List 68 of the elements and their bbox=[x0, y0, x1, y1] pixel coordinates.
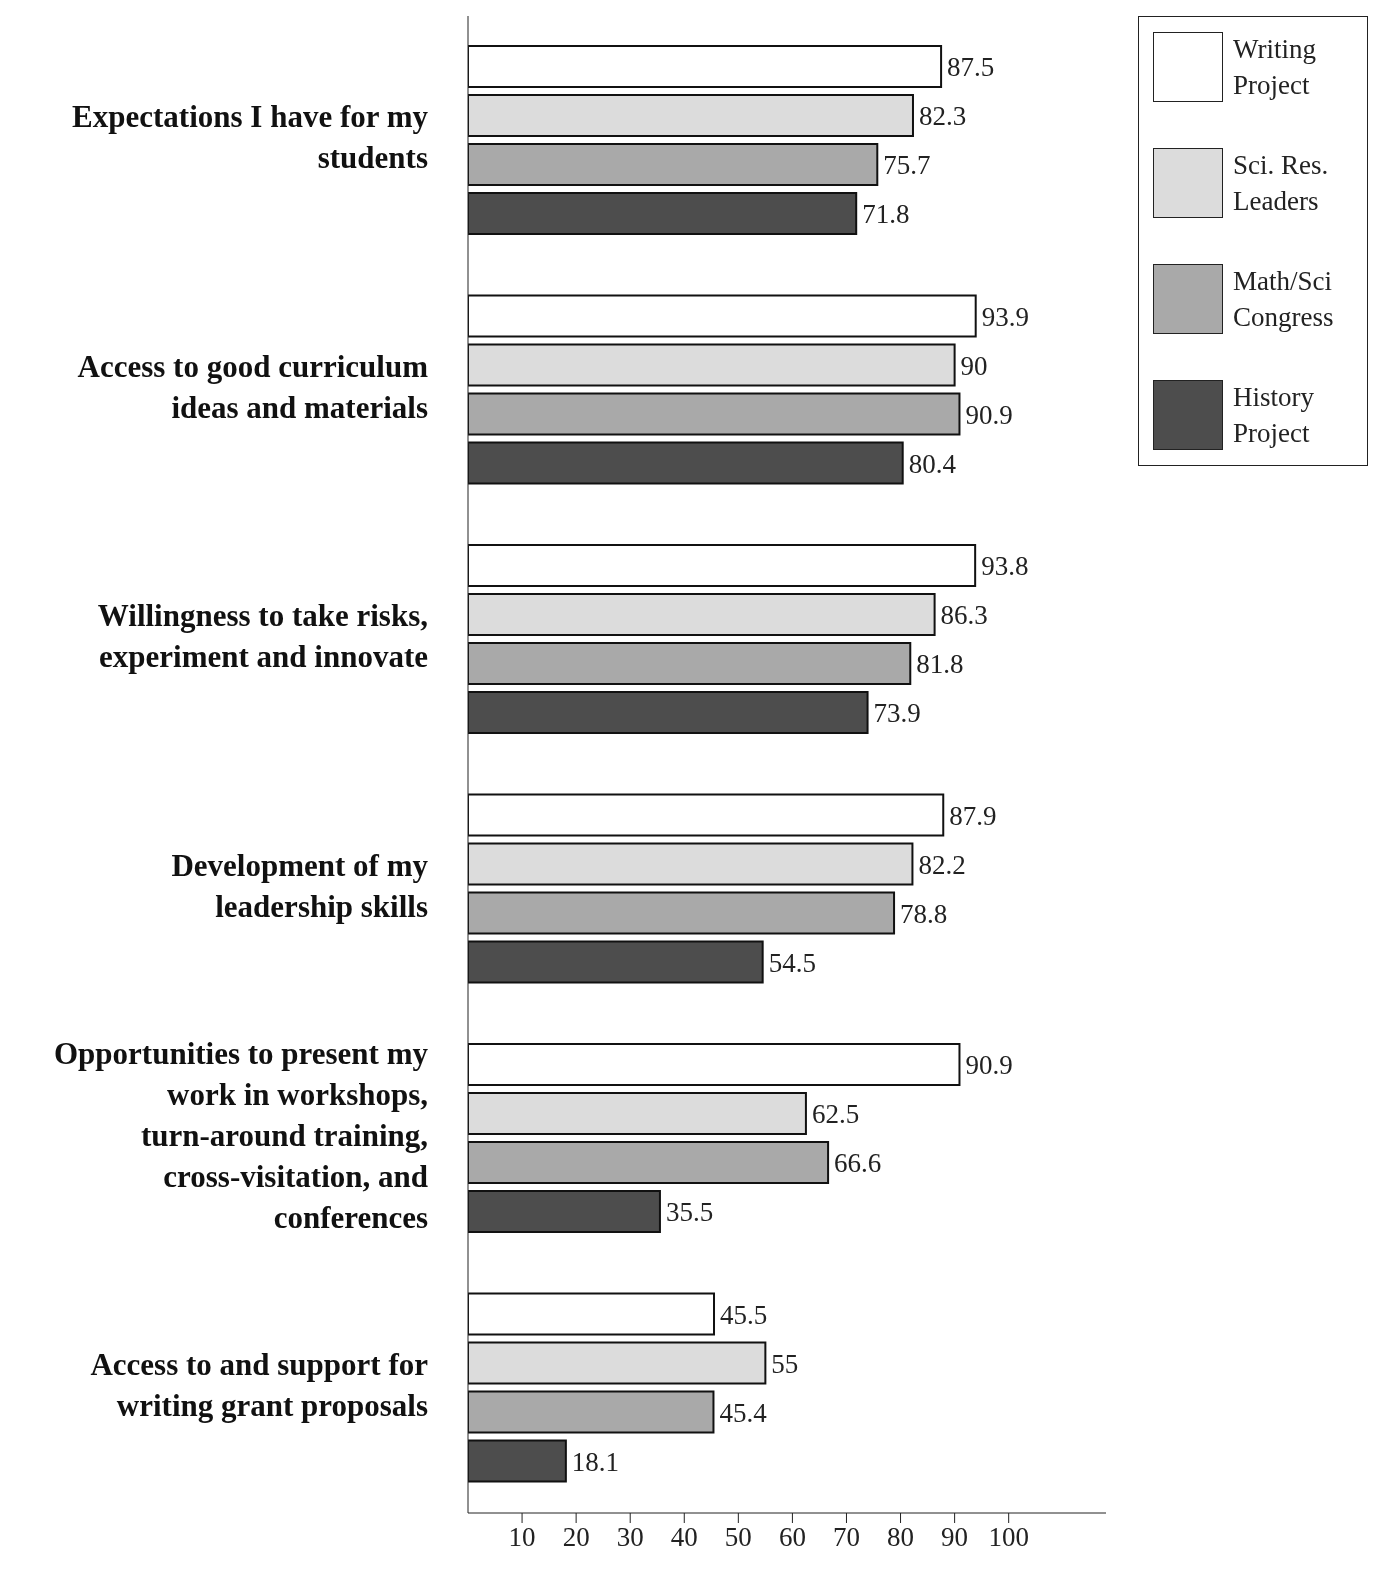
bar bbox=[468, 1341, 767, 1385]
bar bbox=[468, 93, 914, 137]
data-label: 45.5 bbox=[720, 1299, 768, 1330]
data-label: 90 bbox=[960, 350, 988, 381]
data-label: 54.5 bbox=[768, 947, 816, 978]
y-tick-label: Willingness to take risks, experiment and innovate bbox=[97, 598, 428, 675]
text: History Project bbox=[1233, 381, 1315, 450]
bar bbox=[468, 1042, 961, 1086]
bar bbox=[468, 1140, 830, 1184]
x-tick-label: 80 bbox=[887, 1522, 915, 1553]
x-tick-label: 70 bbox=[832, 1522, 860, 1553]
data-label: 18.1 bbox=[571, 1446, 620, 1477]
data-label: 81.8 bbox=[916, 649, 964, 680]
data-label: 66.6 bbox=[834, 1148, 882, 1179]
bar bbox=[468, 1439, 567, 1483]
y-tick-label: Access to and support for writing grant proposals bbox=[90, 1346, 429, 1423]
data-label: 87.5 bbox=[947, 52, 995, 83]
data-label: 35.5 bbox=[665, 1197, 714, 1228]
bar bbox=[468, 1292, 716, 1336]
data-label: 82.3 bbox=[918, 101, 967, 132]
data-label: 90.9 bbox=[965, 399, 1013, 430]
bar bbox=[468, 142, 879, 186]
data-label: 86.3 bbox=[940, 600, 988, 631]
bar bbox=[468, 1390, 715, 1434]
y-tick-label: Access to good curriculum ideas and materials bbox=[77, 348, 429, 425]
bar bbox=[468, 1189, 661, 1233]
data-label: 62.5 bbox=[811, 1099, 860, 1130]
data-label: 82.2 bbox=[918, 849, 966, 880]
data-label: 90.9 bbox=[965, 1050, 1013, 1081]
bar bbox=[468, 441, 904, 485]
data-label: 78.8 bbox=[900, 898, 948, 929]
x-tick-label: 40 bbox=[670, 1522, 698, 1553]
data-label: 55 bbox=[771, 1348, 799, 1379]
bar bbox=[468, 44, 943, 88]
bar bbox=[468, 793, 945, 837]
x-tick-label: 60 bbox=[778, 1522, 806, 1553]
bar bbox=[468, 392, 961, 436]
data-label: 73.9 bbox=[873, 698, 921, 729]
x-tick-label: 100 bbox=[988, 1522, 1029, 1553]
data-label: 80.4 bbox=[908, 448, 957, 479]
data-label: 93.8 bbox=[981, 551, 1029, 582]
text: Writing Project bbox=[1233, 33, 1317, 102]
data-label: 71.8 bbox=[862, 199, 910, 230]
bar bbox=[468, 343, 956, 387]
y-tick-label: Expectations I have for my students bbox=[72, 99, 429, 176]
data-label: 87.9 bbox=[949, 800, 997, 831]
bar bbox=[468, 191, 858, 235]
bar bbox=[468, 891, 896, 935]
bar bbox=[468, 641, 912, 685]
x-tick-label: 20 bbox=[562, 1522, 590, 1553]
bar bbox=[468, 294, 977, 338]
y-tick-label: Opportunities to present my work in workshops, turn-around training, cross-visitation, and conferences bbox=[53, 1035, 429, 1235]
data-label: 93.9 bbox=[981, 301, 1029, 332]
bar bbox=[468, 1091, 807, 1135]
x-tick-label: 30 bbox=[616, 1522, 644, 1553]
text: Sci. Res. Leaders bbox=[1233, 149, 1330, 218]
x-tick-label: 10 bbox=[508, 1522, 536, 1553]
bar bbox=[468, 842, 914, 886]
bar bbox=[468, 690, 869, 734]
data-label: 45.4 bbox=[719, 1397, 768, 1428]
bar bbox=[468, 592, 936, 636]
text: Math/Sci Congress bbox=[1233, 265, 1335, 334]
bar bbox=[468, 940, 764, 984]
data-label: 75.7 bbox=[883, 150, 931, 181]
bar bbox=[468, 543, 977, 587]
y-tick-label: Development of my leadership skills bbox=[171, 847, 429, 924]
x-tick-label: 90 bbox=[941, 1522, 969, 1553]
x-tick-label: 50 bbox=[724, 1522, 752, 1553]
